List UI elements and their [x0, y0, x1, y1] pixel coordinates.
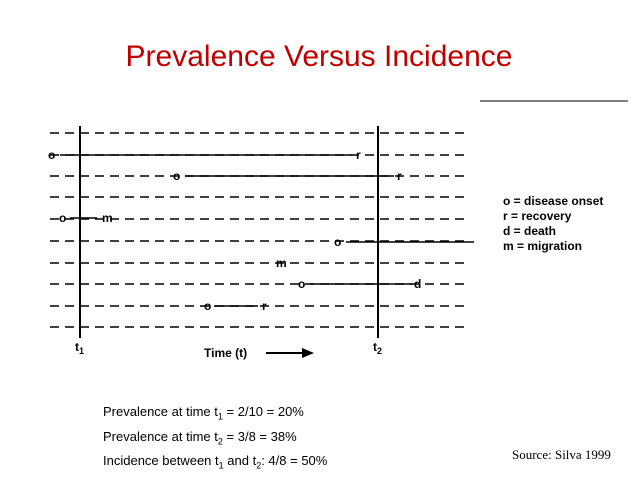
prevalence-t1-line: Prevalence at time t1 = 2/10 = 20%: [103, 402, 327, 427]
stat-text: = 3/8 = 38%: [222, 428, 297, 444]
death-mark: d: [414, 277, 421, 291]
legend-migration: m = migration: [503, 239, 582, 253]
time-axis-label: Time (t): [204, 346, 247, 360]
slide-title: Prevalence Versus Incidence: [125, 40, 513, 73]
dashed-guides: [50, 132, 470, 328]
legend-recovery: r = recovery: [503, 209, 572, 223]
stat-sub: 2: [256, 460, 262, 471]
t1-label-main: t: [75, 340, 79, 354]
stat-text: Incidence between t: [103, 453, 219, 469]
t2-label-main: t: [373, 340, 377, 354]
incidence-line: Incidence between t1 and t2: 4/8 = 50%: [103, 451, 327, 476]
legend-death: d = death: [503, 224, 556, 238]
time-arrow-icon: [266, 348, 314, 358]
stat-text: Prevalence at time t: [103, 428, 218, 444]
stat-text: : 4/8 = 50%: [261, 453, 328, 469]
recovery-mark: r: [262, 299, 267, 313]
legend: o = disease onset r = recovery d = death…: [503, 194, 603, 253]
onset-mark: o: [204, 299, 211, 313]
stat-sub: 1: [217, 411, 223, 422]
stats-block: Prevalence at time t1 = 2/10 = 20% Preva…: [103, 402, 327, 476]
onset-mark: o: [298, 277, 305, 291]
migration-mark: m: [276, 256, 287, 270]
stat-text: and t: [223, 453, 257, 469]
recovery-mark: r: [397, 169, 402, 183]
stat-sub: 1: [218, 460, 224, 471]
onset-mark: o: [59, 211, 66, 225]
onset-mark: o: [334, 235, 341, 249]
t2-label: t2: [373, 340, 382, 356]
stat-text: Prevalence at time t: [103, 404, 218, 419]
onset-mark: o: [173, 169, 180, 183]
t1-label-sub: 1: [79, 346, 84, 356]
source-citation: Source: Silva 1999: [512, 447, 611, 462]
stat-sub: 2: [217, 436, 223, 447]
prevalence-diagram: o r o r o m o m o d o r t1 t2 Time (t) o…: [48, 100, 628, 360]
onset-mark: o: [48, 148, 55, 162]
recovery-mark: r: [356, 148, 361, 162]
case-bars: [60, 154, 474, 307]
t1-label: t1: [75, 340, 84, 356]
stat-text: = 2/10 = 20%: [222, 404, 304, 419]
migration-mark: m: [102, 211, 113, 225]
legend-onset: o = disease onset: [503, 194, 603, 208]
t2-label-sub: 2: [377, 346, 382, 356]
prevalence-t2-line: Prevalence at time t2 = 3/8 = 38%: [103, 427, 327, 452]
